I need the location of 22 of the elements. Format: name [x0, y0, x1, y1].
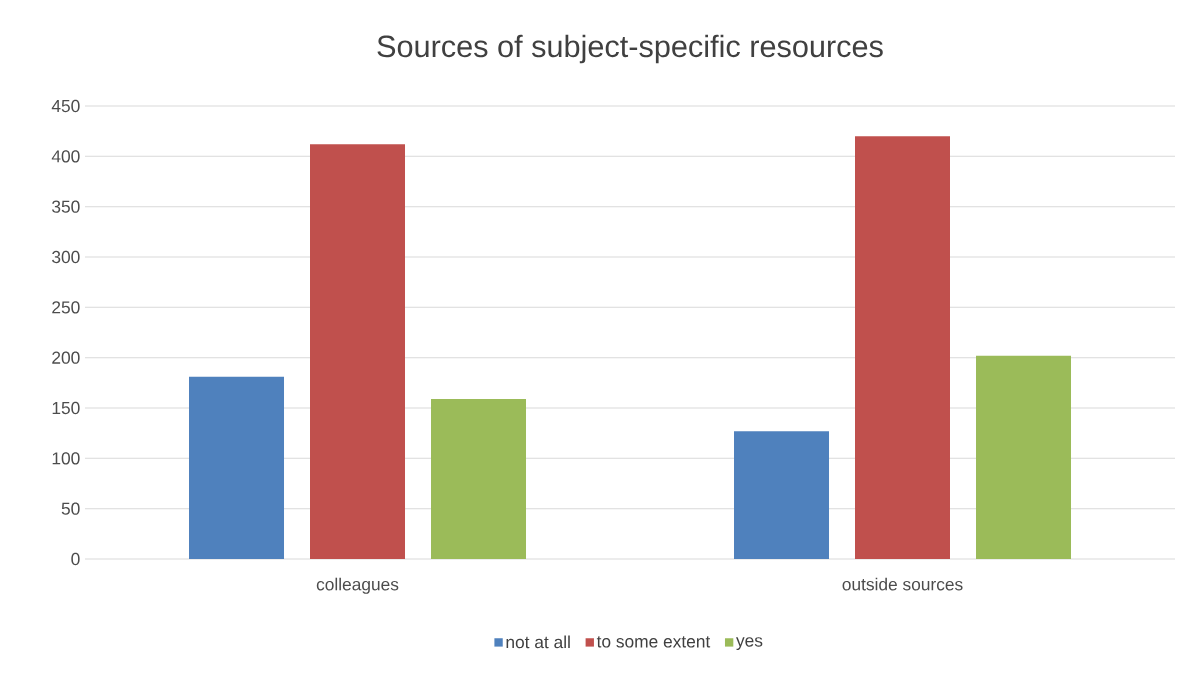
bar [734, 431, 830, 559]
y-tick-label: 200 [52, 351, 80, 364]
legend-label: not at all [506, 635, 570, 649]
legend-label: yes [736, 637, 763, 651]
y-tick-label: 50 [61, 502, 80, 515]
y-tick-label: 100 [52, 452, 80, 465]
y-tick-label: 0 [71, 552, 80, 566]
bar [189, 376, 285, 559]
x-tick-label: outside sources [842, 577, 963, 591]
legend-label: to some extent [596, 636, 711, 648]
chart-title: Sources of subject-specific resources [377, 34, 883, 64]
y-tick-label: 150 [52, 401, 80, 415]
bar [431, 398, 527, 559]
bar [976, 355, 1072, 559]
y-tick-label: 250 [52, 301, 80, 314]
y-tick-label: 400 [51, 150, 80, 163]
y-tick-label: 450 [51, 99, 80, 113]
y-tick-label: 350 [52, 200, 80, 213]
bar [310, 144, 406, 559]
x-tick-label: colleagues [316, 577, 399, 594]
y-tick-label: 300 [52, 250, 80, 264]
bar [855, 136, 951, 559]
